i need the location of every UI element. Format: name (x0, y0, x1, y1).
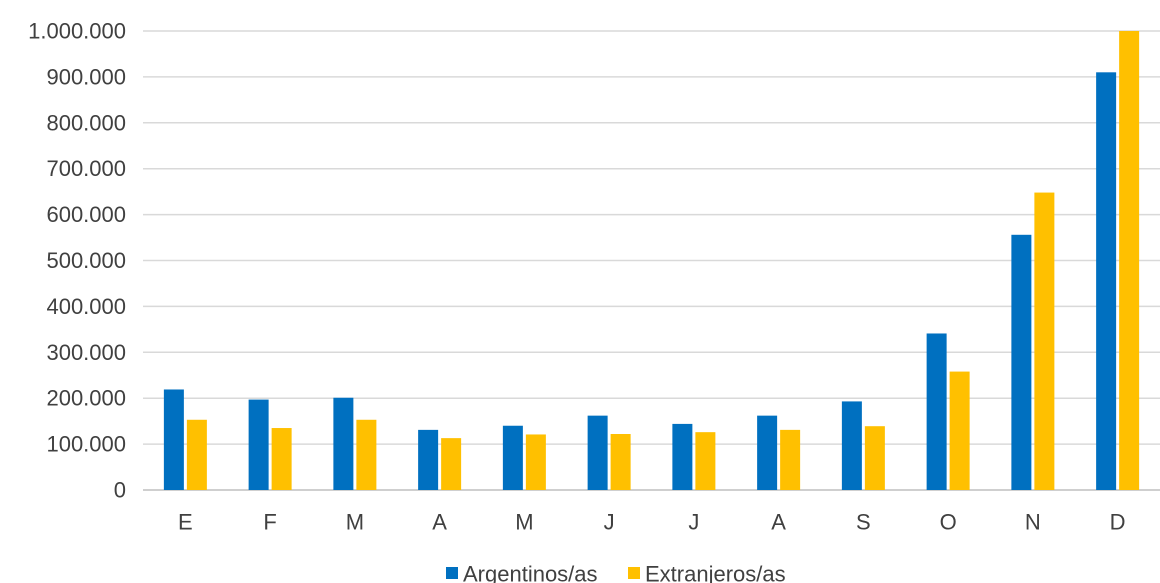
bar-extranjeros (949, 371, 970, 490)
y-tick-label: 800.000 (46, 110, 126, 135)
bar-extranjeros (186, 419, 207, 490)
x-tick-label: M (515, 510, 533, 535)
bar-extranjeros (1119, 31, 1140, 490)
bar-argentinos (926, 333, 947, 490)
gridlines (143, 30, 1160, 491)
bar-extranjeros (441, 438, 462, 490)
x-tick-label: F (263, 510, 276, 535)
legend: Argentinos/as Extranjeros/as (446, 562, 786, 583)
y-tick-label: 100.000 (46, 432, 126, 457)
bar-argentinos (672, 423, 693, 490)
x-tick-label: S (856, 510, 871, 535)
x-tick-label: E (178, 510, 193, 535)
bar-argentinos (587, 415, 608, 490)
x-tick-label: A (771, 510, 786, 535)
bar-extranjeros (356, 419, 377, 490)
bar-extranjeros (525, 434, 546, 490)
bar-extranjeros (780, 429, 801, 490)
x-tick-label: M (346, 510, 364, 535)
y-tick-label: 200.000 (46, 386, 126, 411)
x-tick-label: D (1110, 510, 1126, 535)
y-tick-label: 500.000 (46, 248, 126, 273)
legend-swatch (628, 567, 640, 579)
bar-argentinos (757, 415, 778, 490)
bar-argentinos (1096, 72, 1117, 490)
x-tick-label: O (940, 510, 957, 535)
bar-argentinos (502, 425, 523, 490)
bar-extranjeros (695, 432, 716, 490)
legend-label: Extranjeros/as (645, 562, 786, 583)
y-tick-label: 1.000.000 (28, 19, 126, 44)
bar-extranjeros (1034, 192, 1055, 490)
y-tick-label: 900.000 (46, 64, 126, 89)
x-tick-label: N (1025, 510, 1041, 535)
legend-swatch (446, 567, 458, 579)
y-tick-label: 700.000 (46, 156, 126, 181)
bar-argentinos (1011, 234, 1032, 490)
x-tick-label: J (688, 510, 699, 535)
bar-argentinos (841, 401, 862, 490)
x-tick-label: A (432, 510, 447, 535)
y-tick-label: 0 (114, 478, 126, 503)
legend-label: Argentinos/as (463, 562, 598, 583)
bar-argentinos (418, 429, 439, 490)
x-tick-label: J (604, 510, 615, 535)
y-tick-label: 400.000 (46, 294, 126, 319)
y-tick-label: 600.000 (46, 202, 126, 227)
bar-extranjeros (610, 434, 631, 490)
bar-extranjeros (271, 428, 292, 490)
bar-argentinos (248, 399, 269, 490)
bar-argentinos (333, 397, 354, 490)
y-axis-tick-labels: 0 100.000 200.000 300.000 400.000 500.000 600.… (28, 19, 126, 503)
y-tick-label: 300.000 (46, 340, 126, 365)
bar-argentinos (163, 389, 184, 490)
bars (163, 31, 1140, 490)
bar-extranjeros (864, 426, 885, 490)
